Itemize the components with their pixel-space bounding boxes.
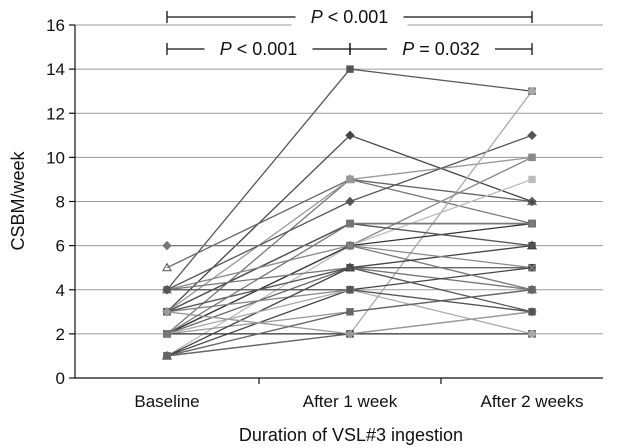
data-point (162, 240, 172, 251)
data-point (163, 352, 171, 360)
significance-label: P < 0.001 (220, 39, 298, 59)
data-point (346, 286, 354, 294)
data-point (346, 65, 354, 73)
y-tick-label: 4 (56, 281, 65, 300)
x-tick-labels: Baseline After 1 week After 2 weeks (134, 378, 584, 411)
data-point (527, 130, 537, 141)
data-point (346, 175, 354, 184)
data-point (346, 241, 354, 250)
series-markers (161, 65, 538, 360)
data-point (163, 286, 171, 294)
y-axis-title: CSBM/week (8, 150, 28, 250)
y-tick-label: 6 (56, 237, 65, 256)
significance-label-bg (200, 36, 317, 62)
data-point (344, 262, 356, 272)
data-point (528, 330, 536, 338)
y-tick-labels: 0 2 4 6 8 10 12 14 16 (46, 16, 75, 388)
y-tick-label: 10 (46, 148, 65, 167)
data-point (526, 196, 538, 206)
significance-brackets: P < 0.001 P < 0.001 P = 0.032 (166, 4, 533, 62)
data-point (163, 330, 171, 338)
x-axis-title: Duration of VSL#3 ingestion (239, 425, 463, 445)
data-point (528, 308, 536, 316)
significance-label-bg (383, 36, 499, 62)
data-point (526, 240, 538, 250)
data-point (528, 286, 536, 294)
data-point (528, 153, 536, 162)
series-line (166, 222, 533, 335)
y-tick-label: 12 (46, 104, 65, 123)
significance-label: P < 0.001 (311, 7, 389, 27)
data-point (528, 87, 536, 95)
significance-label-bg (291, 4, 408, 30)
data-point (528, 219, 536, 228)
x-tick-label: After 1 week (303, 392, 398, 411)
data-point (345, 130, 355, 141)
data-point (345, 329, 355, 339)
data-point (528, 263, 536, 272)
data-point (162, 307, 172, 317)
data-point (346, 219, 354, 228)
data-point (346, 308, 354, 316)
series-line (166, 222, 532, 335)
y-tick-label: 8 (56, 193, 65, 212)
y-tick-label: 14 (46, 60, 65, 79)
y-tick-label: 16 (46, 16, 65, 35)
x-tick-label: Baseline (134, 392, 199, 411)
data-point (528, 175, 536, 184)
y-tick-label: 2 (56, 325, 65, 344)
data-point (527, 196, 537, 207)
data-point (345, 196, 355, 207)
y-tick-label: 0 (56, 369, 65, 388)
x-tick-label: After 2 weeks (481, 392, 584, 411)
significance-label: P = 0.032 (402, 39, 480, 59)
data-point (161, 262, 173, 272)
